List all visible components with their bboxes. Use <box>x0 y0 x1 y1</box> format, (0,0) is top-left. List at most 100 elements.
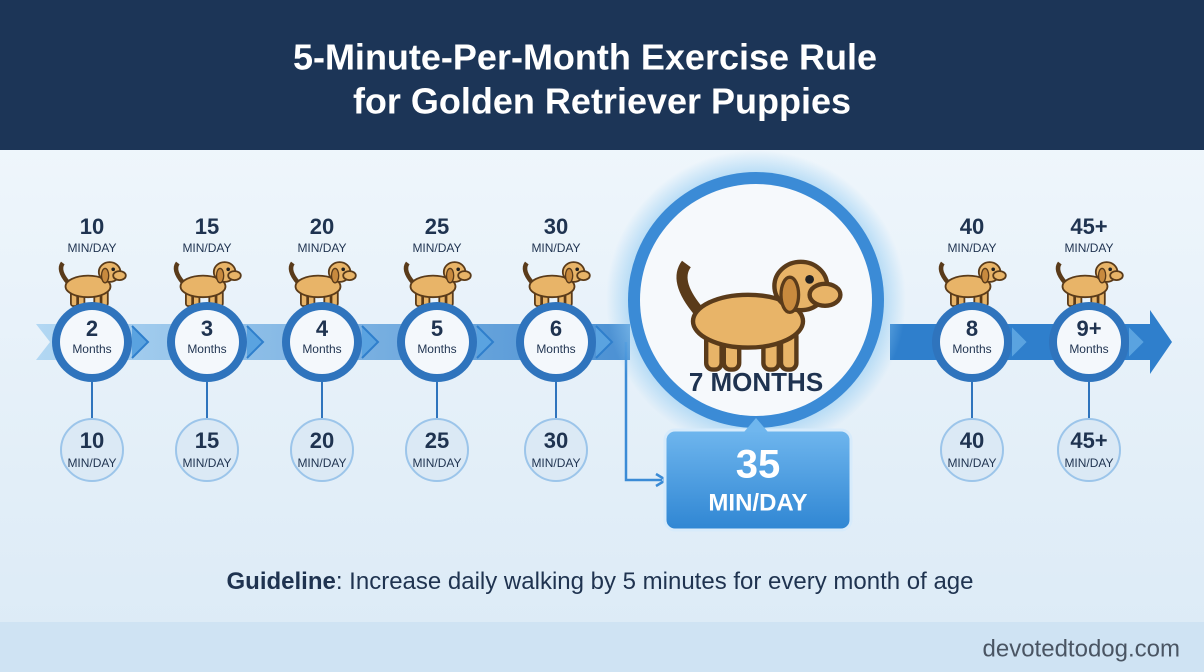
puppy-tail <box>288 261 300 285</box>
guideline-text: : Increase daily walking by 5 minutes fo… <box>336 568 974 595</box>
puppy-body <box>64 274 112 299</box>
top-value: 45+ <box>1070 214 1107 239</box>
puppy-eye <box>226 267 230 272</box>
puppy-tail <box>676 260 704 316</box>
puppy-snout <box>1109 270 1124 281</box>
age-circle <box>175 310 239 374</box>
puppy-tail <box>938 261 950 285</box>
top-value: 40 <box>960 214 984 239</box>
puppy-tail <box>1055 261 1067 285</box>
bottom-value: 15 <box>195 428 219 453</box>
puppy-body <box>944 274 992 299</box>
puppy-ear <box>215 267 225 284</box>
puppy-icon <box>58 261 127 308</box>
age-circle <box>1057 310 1121 374</box>
puppy-snout <box>576 270 591 281</box>
top-value: 20 <box>310 214 334 239</box>
bottom-unit: MIN/DAY <box>182 456 231 470</box>
puppy-snout <box>992 270 1007 281</box>
puppy-snout <box>807 281 843 308</box>
puppy-body <box>179 274 227 299</box>
puppy-body <box>528 274 576 299</box>
top-value: 25 <box>425 214 449 239</box>
puppy-eye <box>991 267 995 272</box>
chevron <box>1128 325 1147 359</box>
puppy-eye <box>341 267 345 272</box>
age-number: 8 <box>966 316 978 341</box>
top-value: 30 <box>544 214 568 239</box>
top-unit: MIN/DAY <box>1064 241 1113 255</box>
puppy-eye <box>575 267 579 272</box>
puppy-ear <box>330 267 340 284</box>
puppy-ear <box>1097 267 1107 284</box>
puppy-tail <box>522 261 534 285</box>
bottom-value: 40 <box>960 428 984 453</box>
highlight-pointer <box>744 418 768 432</box>
age-unit: Months <box>536 342 575 356</box>
age-number: 4 <box>316 316 329 341</box>
title-line: for Golden Retriever Puppies <box>353 81 851 122</box>
puppy-snout <box>227 270 242 281</box>
connector <box>624 342 662 482</box>
age-number: 3 <box>201 316 213 341</box>
top-unit: MIN/DAY <box>531 241 580 255</box>
puppy-eye <box>805 275 814 284</box>
puppy-ear <box>779 275 801 315</box>
puppy-icon <box>676 259 843 372</box>
puppy-tail <box>403 261 415 285</box>
bottom-value: 25 <box>425 428 449 453</box>
age-unit: Months <box>417 342 456 356</box>
bottom-unit: MIN/DAY <box>1064 456 1113 470</box>
bottom-value: 45+ <box>1070 428 1107 453</box>
puppy-body <box>1061 274 1109 299</box>
bottom-value: 30 <box>544 428 568 453</box>
age-unit: Months <box>952 342 991 356</box>
bottom-unit: MIN/DAY <box>947 456 996 470</box>
puppy-tail <box>58 261 70 285</box>
age-number: 9+ <box>1076 316 1101 341</box>
chevron <box>476 325 495 359</box>
puppy-body <box>690 292 806 350</box>
chevron <box>1011 325 1030 359</box>
puppy-snout <box>342 270 357 281</box>
age-number: 5 <box>431 316 443 341</box>
top-value: 10 <box>80 214 104 239</box>
puppy-eye <box>111 267 115 272</box>
bottom-unit: MIN/DAY <box>67 456 116 470</box>
puppy-tail <box>173 261 185 285</box>
puppy-body <box>294 274 342 299</box>
puppy-ear <box>980 267 990 284</box>
bottom-unit: MIN/DAY <box>412 456 461 470</box>
chevron <box>246 325 265 359</box>
header-band <box>0 0 1204 150</box>
top-unit: MIN/DAY <box>947 241 996 255</box>
guideline: Guideline: Increase daily walking by 5 m… <box>226 568 973 595</box>
puppy-snout <box>457 270 472 281</box>
puppy-icon <box>1055 261 1124 308</box>
age-circle <box>290 310 354 374</box>
bottom-circle <box>175 418 239 482</box>
puppy-icon <box>938 261 1007 308</box>
puppy-ear <box>564 267 574 284</box>
bottom-value: 10 <box>80 428 104 453</box>
top-value: 15 <box>195 214 219 239</box>
bottom-unit: MIN/DAY <box>531 456 580 470</box>
bottom-circle <box>524 418 588 482</box>
bottom-circle <box>1057 418 1121 482</box>
age-unit: Months <box>72 342 111 356</box>
age-unit: Months <box>1069 342 1108 356</box>
age-number: 2 <box>86 316 98 341</box>
puppy-body <box>409 274 457 299</box>
age-circle <box>60 310 124 374</box>
top-unit: MIN/DAY <box>182 241 231 255</box>
puppy-snout <box>112 270 127 281</box>
bottom-value: 20 <box>310 428 334 453</box>
highlight-value: 35 <box>736 443 781 487</box>
age-number: 6 <box>550 316 562 341</box>
bottom-circle <box>940 418 1004 482</box>
title-line: 5-Minute-Per-Month Exercise Rule <box>293 37 877 78</box>
footer-band <box>0 622 1204 672</box>
age-unit: Months <box>187 342 226 356</box>
chevron <box>131 325 150 359</box>
